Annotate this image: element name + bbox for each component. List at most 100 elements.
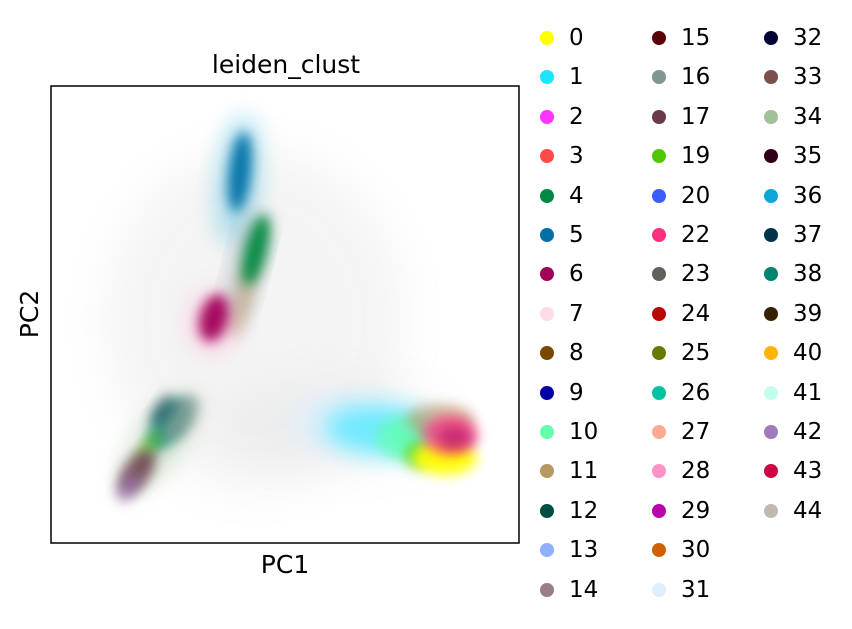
legend-item: 13 bbox=[540, 536, 598, 564]
legend-marker bbox=[652, 109, 666, 124]
legend-item: 8 bbox=[540, 339, 584, 367]
x-axis-label: PC1 bbox=[261, 550, 309, 579]
legend-marker bbox=[540, 267, 554, 282]
legend-label: 40 bbox=[793, 340, 823, 367]
legend-label: 29 bbox=[681, 497, 711, 524]
legend-item: 17 bbox=[652, 103, 710, 131]
legend-marker bbox=[652, 464, 666, 479]
legend-marker bbox=[764, 188, 778, 203]
legend-marker bbox=[652, 70, 666, 85]
legend-label: 20 bbox=[681, 182, 711, 209]
legend-marker bbox=[540, 464, 554, 479]
legend-item: 2 bbox=[540, 103, 584, 131]
legend-label: 15 bbox=[681, 25, 711, 51]
legend-label: 30 bbox=[681, 537, 711, 564]
legend-item: 35 bbox=[764, 142, 822, 170]
legend-marker bbox=[764, 346, 778, 361]
legend-marker bbox=[540, 228, 554, 242]
cluster-blob-37 bbox=[149, 394, 175, 426]
legend-label: 26 bbox=[681, 379, 711, 406]
legend-label: 35 bbox=[793, 143, 823, 170]
legend-label: 2 bbox=[569, 103, 584, 130]
legend-item: 7 bbox=[540, 300, 584, 328]
legend-marker bbox=[652, 503, 666, 518]
legend-label: 11 bbox=[569, 458, 599, 485]
legend-label: 9 bbox=[569, 379, 584, 406]
legend-label: 13 bbox=[569, 537, 599, 564]
legend-marker bbox=[652, 582, 666, 597]
legend-marker bbox=[540, 385, 554, 400]
legend-marker bbox=[652, 385, 666, 400]
legend-label: 5 bbox=[569, 222, 584, 248]
legend-item: 4 bbox=[540, 182, 584, 210]
legend-label: 25 bbox=[681, 340, 711, 367]
legend-marker bbox=[540, 503, 554, 518]
legend-item: 16 bbox=[652, 63, 710, 91]
cluster-blob-42 bbox=[116, 473, 140, 503]
legend-item: 40 bbox=[764, 339, 822, 367]
legend-label: 3 bbox=[569, 143, 584, 170]
cluster-blob-16b bbox=[161, 395, 199, 441]
legend-label: 39 bbox=[793, 300, 823, 327]
legend-label: 0 bbox=[569, 25, 584, 51]
legend-marker bbox=[652, 31, 666, 45]
cluster-blob-6b bbox=[437, 426, 473, 450]
legend-item: 3 bbox=[540, 142, 584, 170]
legend-item: 1 bbox=[540, 63, 584, 91]
legend-marker bbox=[764, 306, 778, 321]
legend-item: 11 bbox=[540, 457, 598, 485]
legend-item: 41 bbox=[764, 379, 822, 407]
legend-marker bbox=[764, 31, 778, 45]
legend-item: 25 bbox=[652, 339, 710, 367]
legend-item: 27 bbox=[652, 418, 710, 446]
legend-marker bbox=[764, 228, 778, 242]
legend-label: 6 bbox=[569, 261, 584, 288]
legend-label: 43 bbox=[793, 458, 823, 485]
legend-marker bbox=[764, 464, 778, 479]
legend-item: 19 bbox=[652, 142, 710, 170]
legend-label: 17 bbox=[681, 103, 711, 130]
legend-marker bbox=[540, 31, 554, 45]
legend-label: 4 bbox=[569, 182, 584, 209]
legend-label: 44 bbox=[793, 497, 823, 524]
legend-label: 36 bbox=[793, 182, 823, 209]
legend-item: 23 bbox=[652, 260, 710, 288]
legend-item: 29 bbox=[652, 497, 710, 525]
legend-item: 44 bbox=[764, 497, 822, 525]
cluster-blob-4 bbox=[242, 214, 270, 286]
legend-marker bbox=[652, 188, 666, 203]
legend-item: 12 bbox=[540, 497, 598, 525]
legend-marker bbox=[652, 543, 666, 558]
legend-marker bbox=[652, 267, 666, 282]
legend-label: 28 bbox=[681, 458, 711, 485]
legend-label: 24 bbox=[681, 300, 711, 327]
legend-marker bbox=[764, 385, 778, 400]
cluster-blob-6 bbox=[199, 294, 229, 342]
legend-marker bbox=[652, 346, 666, 361]
chart-title: leiden_clust bbox=[212, 50, 360, 79]
legend-item: 36 bbox=[764, 182, 822, 210]
legend-label: 10 bbox=[569, 419, 599, 445]
legend-label: 12 bbox=[569, 497, 599, 524]
legend-marker bbox=[764, 425, 778, 439]
plot-frame bbox=[50, 85, 520, 544]
legend-marker bbox=[764, 267, 778, 282]
legend-label: 31 bbox=[681, 576, 711, 603]
legend-item: 32 bbox=[764, 24, 822, 52]
legend-label: 33 bbox=[793, 64, 823, 91]
legend-marker bbox=[652, 228, 666, 242]
legend-item: 0 bbox=[540, 24, 584, 52]
legend-item: 14 bbox=[540, 576, 598, 604]
legend-label: 27 bbox=[681, 419, 711, 445]
legend-item: 9 bbox=[540, 379, 584, 407]
legend-label: 16 bbox=[681, 64, 711, 91]
legend-label: 23 bbox=[681, 261, 711, 288]
legend-marker bbox=[540, 306, 554, 321]
legend: 0 1 2 3 4 5 6 7 8 9 10 11 12 13 14 15 16 17 19 20 22 23 24 25 26… bbox=[540, 24, 840, 614]
legend-label: 38 bbox=[793, 261, 823, 288]
legend-item: 37 bbox=[764, 221, 822, 249]
legend-marker bbox=[764, 109, 778, 124]
y-axis-label: PC2 bbox=[15, 290, 44, 338]
legend-marker bbox=[540, 543, 554, 558]
